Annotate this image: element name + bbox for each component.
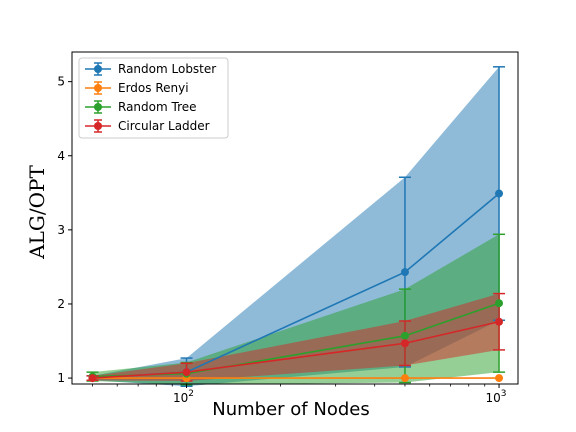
y-tick-label-5: 5: [57, 75, 65, 89]
legend-item-3: Circular Ladder: [85, 119, 210, 133]
data-point-2-2: [400, 331, 409, 340]
data-point-3-2: [400, 339, 409, 348]
y-tick-label-4: 4: [57, 149, 65, 163]
data-point-2-3: [495, 299, 504, 308]
error-band-3: [92, 293, 500, 382]
x-axis-label: Number of Nodes: [212, 399, 369, 420]
legend-label-2: Random Tree: [118, 100, 197, 114]
plot-frame: [71, 51, 519, 385]
data-point-3-1: [182, 368, 191, 377]
data-point-1-2: [400, 374, 409, 383]
data-point-3-0: [88, 374, 97, 383]
legend-marker-1: [94, 84, 102, 92]
y-tick-label-2: 2: [57, 297, 65, 311]
y-tick-label-3: 3: [57, 223, 65, 237]
legend-marker-0: [94, 65, 102, 73]
series-lines: [92, 192, 500, 379]
legend-item-1: Erdos Renyi: [85, 81, 189, 95]
legend-item-2: Random Tree: [85, 100, 197, 114]
y-axis-label: ALG/OPT: [25, 165, 49, 260]
error-bands: [92, 66, 500, 387]
series-line-3: [92, 320, 500, 379]
legend-item-0: Random Lobster: [85, 62, 216, 76]
legend-marker-2: [94, 103, 102, 111]
data-point-1-3: [495, 374, 504, 383]
data-point-0-3: [495, 189, 504, 198]
legend-label-1: Erdos Renyi: [118, 81, 189, 95]
legend-box: [78, 57, 229, 139]
legend-label-0: Random Lobster: [118, 62, 216, 76]
legend-label-3: Circular Ladder: [118, 119, 210, 133]
data-point-3-3: [495, 317, 504, 326]
series-markers: [88, 189, 504, 383]
data-point-0-2: [400, 268, 409, 277]
legend-marker-3: [94, 122, 102, 130]
legend: Random Lobster Erdos Renyi Random Tree Circ…: [78, 57, 229, 139]
y-tick-label-1: 1: [57, 371, 65, 385]
